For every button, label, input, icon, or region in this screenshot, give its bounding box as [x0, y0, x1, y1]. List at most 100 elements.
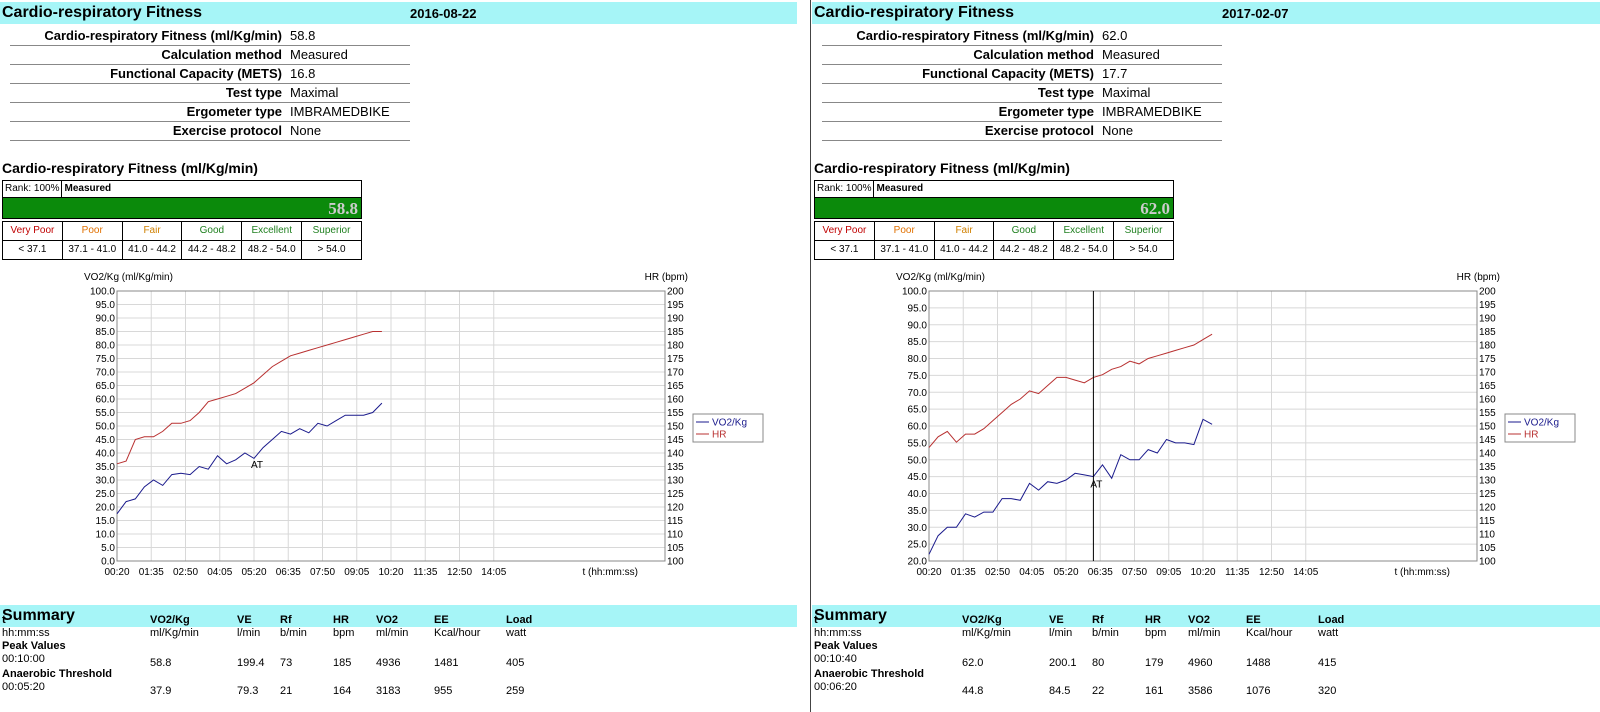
- summary-col-header: EE: [1246, 614, 1261, 626]
- test-date: 2016-08-22: [410, 6, 477, 21]
- summary-cell: 405: [506, 657, 525, 669]
- summary-col-header: t: [814, 614, 818, 626]
- y2-tick-label: 105: [1479, 543, 1496, 554]
- section-header: Cardio-respiratory Fitness 2016-08-22: [0, 2, 797, 24]
- x-tick-label: 10:20: [378, 567, 403, 578]
- y2-tick-label: 105: [667, 543, 684, 554]
- x-tick-label: 01:35: [139, 567, 164, 578]
- plot-area: [116, 290, 666, 562]
- y2-tick-label: 135: [667, 462, 684, 473]
- summary-col-header: EE: [434, 614, 449, 626]
- info-row: Ergometer type IMBRAMEDBIKE: [10, 103, 410, 122]
- info-label: Functional Capacity (METS): [110, 66, 282, 81]
- y2-tick-label: 115: [1479, 516, 1495, 527]
- y2-tick-label: 180: [667, 341, 684, 352]
- x-tick-label: 10:20: [1190, 567, 1215, 578]
- x-tick-label: 11:35: [1225, 567, 1250, 578]
- y2-tick-label: 185: [667, 327, 684, 338]
- summary-col-header: t: [2, 614, 6, 626]
- test-date: 2017-02-07: [1222, 6, 1289, 21]
- rank-widget: Rank: 100% Measured 62.0 Very Poor Poor Fa…: [814, 180, 1174, 260]
- series-line-hr: [116, 331, 382, 465]
- rank-bar: 62.0: [814, 198, 1174, 219]
- y2-tick-label: 170: [667, 368, 684, 379]
- info-row: Test type Maximal: [822, 84, 1222, 103]
- series-line-vo2-kg: [116, 402, 383, 515]
- y2-tick-label: 130: [667, 476, 684, 487]
- summary-title: Summary: [2, 607, 75, 624]
- summary-cell: 84.5: [1049, 685, 1071, 697]
- rank-label: Rank: 100%: [3, 181, 63, 197]
- summary-cell: 320: [1318, 685, 1337, 697]
- summary-cell: 259: [506, 685, 525, 697]
- category-name: Very Poor: [3, 221, 63, 241]
- y2-tick-label: 185: [1479, 327, 1496, 338]
- y2-tick-label: 200: [667, 287, 684, 298]
- y-tick-label: 65.0: [96, 381, 116, 392]
- category-name: Fair: [934, 221, 995, 241]
- y2-tick-label: 100: [667, 557, 684, 568]
- y2-tick-label: 180: [1479, 341, 1496, 352]
- category-range: 48.2 - 54.0: [242, 241, 303, 260]
- summary-row-label: Anaerobic Threshold: [2, 668, 113, 680]
- category-ranges: < 37.1 37.1 - 41.0 41.0 - 44.2 44.2 - 48.2 4…: [2, 241, 362, 260]
- y2-tick-label: 195: [1479, 300, 1496, 311]
- x-tick-label: 04:05: [207, 567, 232, 578]
- y2-tick-label: 125: [667, 489, 684, 500]
- category-names: Very Poor Poor Fair Good Excellent Superior: [814, 221, 1174, 241]
- summary-cell: 44.8: [962, 685, 984, 697]
- y2-tick-label: 200: [1479, 287, 1496, 298]
- category-range: < 37.1: [815, 241, 875, 260]
- y2-tick-label: 165: [1479, 381, 1496, 392]
- summary-cell: 164: [333, 685, 352, 697]
- x-tick-label: 02:50: [985, 567, 1010, 578]
- summary-row-label: Anaerobic Threshold: [814, 668, 925, 680]
- y2-tick-label: 120: [1479, 503, 1496, 514]
- y-tick-label: 5.0: [101, 543, 115, 554]
- rank-section-title: Cardio-respiratory Fitness (ml/Kg/min): [2, 160, 258, 176]
- info-label: Test type: [225, 85, 282, 100]
- summary-cell: 4960: [1188, 657, 1213, 669]
- y2-axis-title: HR (bpm): [1457, 272, 1500, 283]
- summary-col-unit: ml/min: [1188, 627, 1221, 639]
- y2-tick-label: 125: [1479, 489, 1496, 500]
- y-tick-label: 40.0: [96, 449, 116, 460]
- x-tick-label: 07:50: [1122, 567, 1147, 578]
- rank-method: Measured: [876, 183, 924, 194]
- y-tick-label: 95.0: [96, 300, 116, 311]
- summary-col-unit: ml/Kg/min: [962, 627, 1011, 639]
- category-ranges: < 37.1 37.1 - 41.0 41.0 - 44.2 44.2 - 48.2 4…: [814, 241, 1174, 260]
- y-tick-label: 25.0: [908, 540, 928, 551]
- at-label: AT: [251, 460, 263, 471]
- y2-tick-label: 190: [667, 314, 684, 325]
- category-name: Good: [182, 221, 243, 241]
- y2-tick-label: 140: [667, 449, 684, 460]
- category-name: Excellent: [1054, 221, 1115, 241]
- summary-cell: 1488: [1246, 657, 1271, 669]
- y-tick-label: 100.0: [90, 287, 115, 298]
- y-tick-label: 55.0: [908, 438, 928, 449]
- y2-tick-label: 145: [667, 435, 684, 446]
- y-tick-label: 95.0: [908, 303, 928, 314]
- summary-col-unit: ml/min: [376, 627, 409, 639]
- x-tick-label: 09:05: [344, 567, 369, 578]
- rank-widget: Rank: 100% Measured 58.8 Very Poor Poor Fa…: [2, 180, 362, 260]
- info-row: Functional Capacity (METS) 17.7: [822, 65, 1222, 84]
- y2-tick-label: 160: [1479, 395, 1496, 406]
- summary-cell: 00:10:00: [2, 653, 45, 665]
- category-name: Superior: [302, 221, 362, 241]
- x-tick-label: 00:20: [916, 567, 941, 578]
- y2-tick-label: 140: [1479, 449, 1496, 460]
- info-value: None: [290, 123, 322, 138]
- info-label: Ergometer type: [186, 104, 282, 119]
- category-name: Good: [994, 221, 1055, 241]
- summary-row-label: Peak Values: [2, 640, 66, 652]
- summary-cell: 199.4: [237, 657, 265, 669]
- category-range: > 54.0: [1114, 241, 1174, 260]
- series-line-hr: [928, 333, 1213, 448]
- info-row: Ergometer type IMBRAMEDBIKE: [822, 103, 1222, 122]
- y2-tick-label: 135: [1479, 462, 1496, 473]
- y-tick-label: 25.0: [96, 489, 116, 500]
- y2-tick-label: 110: [667, 530, 683, 541]
- y-tick-label: 80.0: [908, 354, 928, 365]
